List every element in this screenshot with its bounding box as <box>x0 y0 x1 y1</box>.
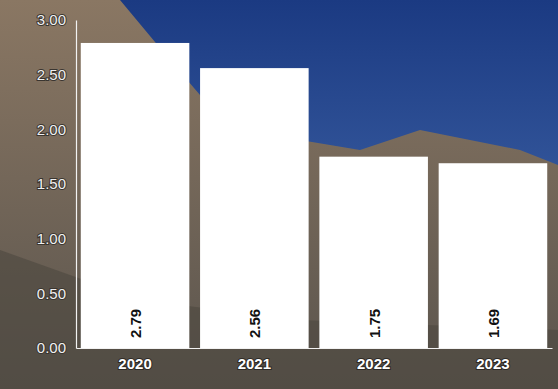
x-tick-label: 2020 <box>118 355 151 372</box>
data-labels: 2.79 2.56 1.75 1.69 <box>127 309 502 338</box>
bar <box>319 157 428 348</box>
y-tick-label: 2.50 <box>37 66 66 83</box>
data-label: 1.69 <box>485 309 502 338</box>
y-tick-label: 1.00 <box>37 230 66 247</box>
bar <box>81 43 190 348</box>
bars <box>81 43 547 348</box>
data-label: 1.75 <box>366 309 383 338</box>
background-sky <box>0 0 558 389</box>
plot: 0.00 0.50 1.00 1.50 2.00 2.50 3.00 2020 2021 2022… <box>37 11 553 371</box>
y-tick: 0.00 <box>37 339 76 356</box>
data-label: 2.56 <box>246 309 263 338</box>
y-axis-line <box>76 21 77 349</box>
x-tick-label: 2023 <box>476 355 509 372</box>
y-tick: 1.00 <box>37 230 76 247</box>
x-tick-label: 2021 <box>238 355 271 372</box>
y-tick-label: 3.00 <box>37 11 66 28</box>
bar <box>200 68 309 348</box>
y-axis: 0.00 0.50 1.00 1.50 2.00 2.50 3.00 <box>37 11 77 356</box>
chart: 0.00 0.50 1.00 1.50 2.00 2.50 3.00 2020 2021 2022… <box>0 0 558 389</box>
background-mountain <box>0 0 558 389</box>
x-axis-line <box>77 348 553 349</box>
y-tick: 2.50 <box>37 66 76 83</box>
y-tick-label: 2.00 <box>37 121 66 138</box>
x-tick: 2023 <box>476 348 509 372</box>
x-axis: 2020 2021 2022 2023 <box>77 348 553 372</box>
y-tick: 3.00 <box>37 11 76 28</box>
x-tick: 2021 <box>238 348 271 372</box>
y-tick: 0.50 <box>37 285 76 302</box>
x-tick-label: 2022 <box>357 355 390 372</box>
x-tick: 2020 <box>118 348 151 372</box>
y-tick-label: 0.50 <box>37 285 66 302</box>
x-tick: 2022 <box>357 348 390 372</box>
bar <box>439 163 548 348</box>
y-tick-label: 0.00 <box>37 339 66 356</box>
y-tick-label: 1.50 <box>37 175 66 192</box>
data-label: 2.79 <box>127 309 144 338</box>
y-tick: 2.00 <box>37 121 76 138</box>
y-tick: 1.50 <box>37 175 76 192</box>
